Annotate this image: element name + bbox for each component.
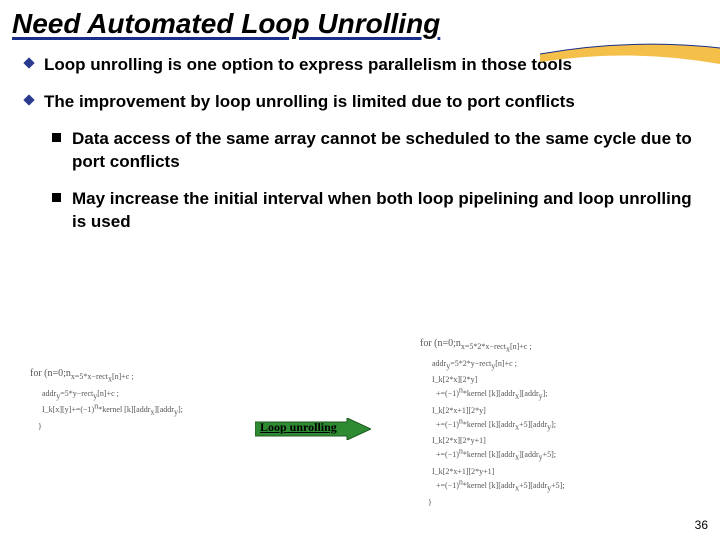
- bullet-level2: Data access of the same array cannot be …: [52, 128, 698, 174]
- square-bullet-icon: [52, 133, 64, 174]
- slide-title: Need Automated Loop Unrolling: [12, 8, 440, 39]
- bullet-text: The improvement by loop unrolling is lim…: [44, 91, 575, 114]
- bullet-level2: May increase the initial interval when b…: [52, 188, 698, 234]
- decorative-swoosh: [540, 42, 720, 64]
- content-area: Loop unrolling is one option to express …: [0, 40, 720, 234]
- arrow-label: Loop unrolling: [260, 420, 337, 435]
- bullet-level1: The improvement by loop unrolling is lim…: [22, 91, 698, 114]
- unrolling-arrow: Loop unrolling: [255, 418, 371, 440]
- square-bullet-icon: [52, 193, 64, 234]
- diamond-bullet-icon: [22, 93, 38, 114]
- bullet-text: Data access of the same array cannot be …: [72, 128, 698, 174]
- code-block-right: for (n=0;nx=5*2*x−rectx[n]+c ; addry=5*2…: [420, 338, 565, 508]
- bullet-text: Loop unrolling is one option to express …: [44, 54, 572, 77]
- page-number: 36: [695, 518, 708, 532]
- code-block-left: for (n=0;nx=5*x−rectx[n]+c ; addry=5*y−r…: [30, 368, 183, 432]
- diamond-bullet-icon: [22, 56, 38, 77]
- bullet-text: May increase the initial interval when b…: [72, 188, 698, 234]
- title-row: Need Automated Loop Unrolling: [0, 0, 720, 40]
